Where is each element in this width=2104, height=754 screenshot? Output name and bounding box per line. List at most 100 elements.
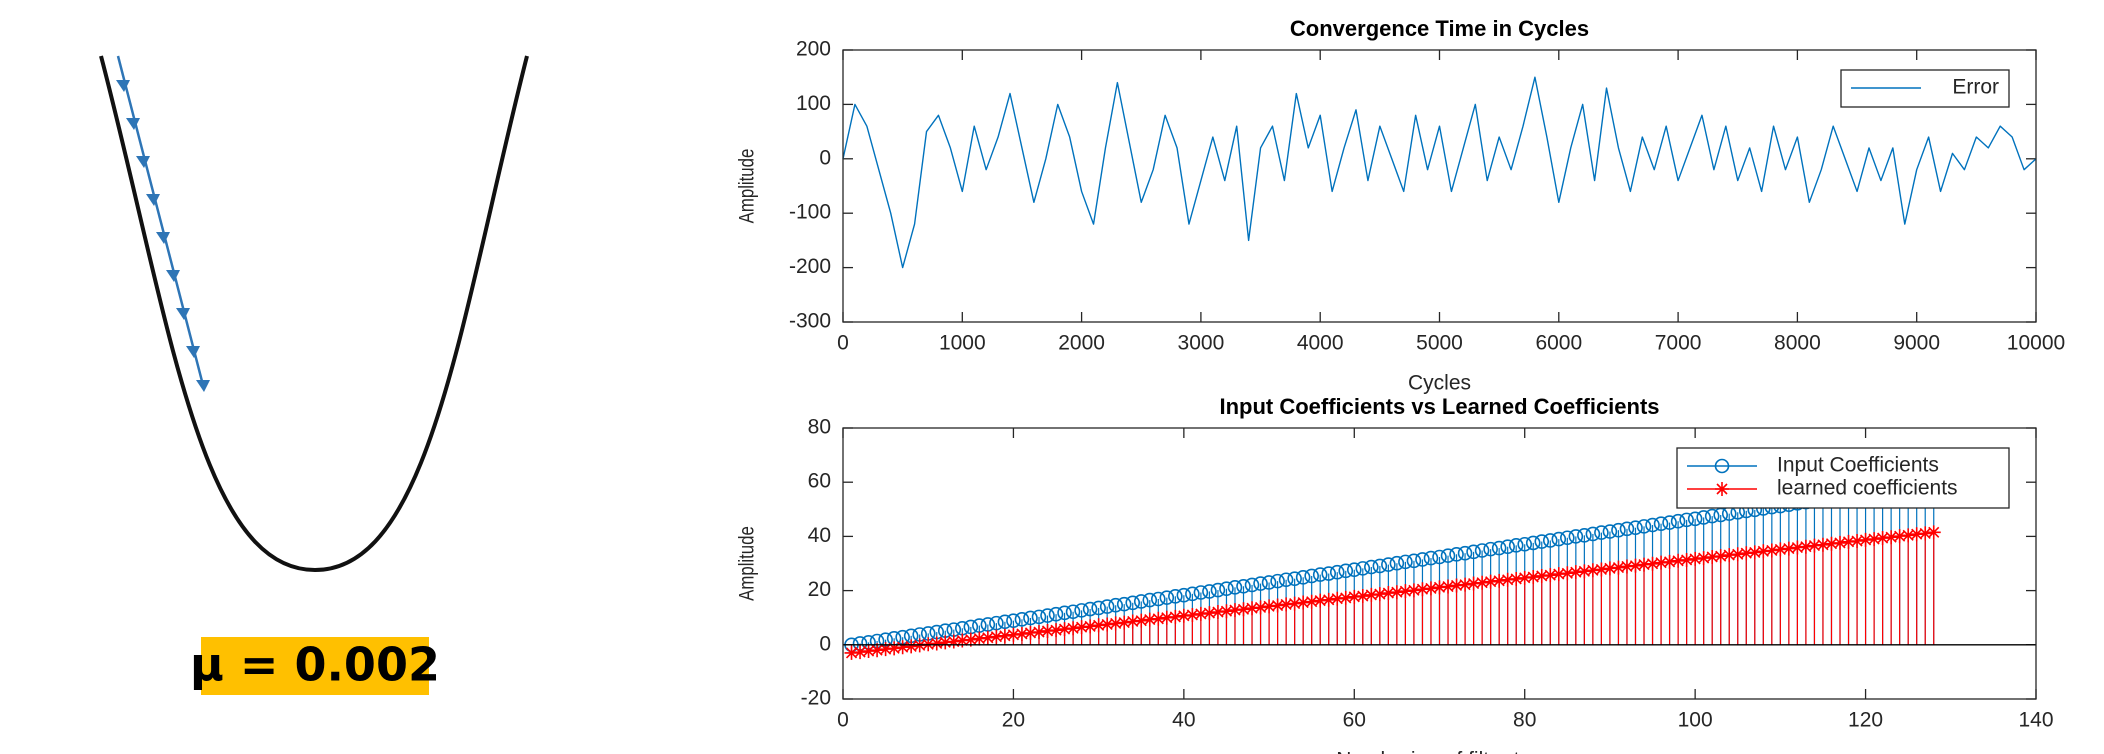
y-tick-label: -200 [789,255,831,278]
stem [1219,604,1234,645]
y-tick-label: 0 [819,146,831,169]
marker [1449,578,1464,593]
marker [1227,603,1242,618]
stem [1441,579,1456,645]
marker [853,645,868,660]
stem [1142,612,1157,645]
stem [1619,559,1634,645]
stem [1807,538,1822,645]
marker [1108,616,1123,631]
marker [1159,590,1175,605]
marker [1040,623,1055,638]
marker [1781,541,1796,556]
stem [1321,592,1336,645]
stem [1159,610,1174,645]
x-tick-label: 140 [2018,709,2053,732]
marker [1048,606,1064,622]
marker [1142,592,1158,608]
stem [1313,593,1328,645]
stem [1193,606,1208,645]
marker [1168,609,1183,624]
marker [997,628,1012,643]
marker [1619,521,1635,537]
marker [1279,597,1294,612]
marker [1066,621,1081,636]
stem [1057,622,1072,645]
stem [1091,618,1106,645]
marker [1653,516,1669,531]
marker [1210,582,1226,598]
marker [1628,520,1643,536]
stem [1858,532,1873,645]
stem [1074,620,1089,645]
marker [1901,528,1916,543]
stem [1637,557,1652,645]
marker [1662,554,1677,569]
marker [1262,599,1277,614]
stem [1815,537,1830,645]
marker [1057,605,1072,621]
x-tick-label: 0 [837,332,849,355]
stem [1185,607,1200,645]
stem [1296,595,1311,645]
marker [1715,482,1729,496]
stem [1245,601,1260,645]
marker [1457,545,1473,561]
marker [1696,551,1711,566]
marker [1125,614,1140,629]
stem [1543,568,1558,645]
stem [1833,535,1848,645]
marker [1594,525,1609,540]
chart: Convergence Time in Cycles Cycles Amplitud… [736,16,2065,395]
marker [1150,591,1166,607]
marker [938,635,953,650]
stem [1867,532,1882,645]
marker [1176,608,1191,623]
marker [1219,581,1234,597]
marker [1560,566,1575,581]
y-tick-label: 80 [808,416,831,439]
marker [1381,586,1396,601]
stem [1330,591,1345,645]
stem [963,632,978,647]
y-tick-label: 0 [819,632,831,655]
stem [1364,587,1379,645]
stem [1526,570,1541,645]
marker [1833,535,1848,550]
marker [1125,595,1141,611]
marker [1790,540,1805,555]
stem [1108,616,1123,645]
stem [1662,554,1677,645]
marker [1083,619,1098,634]
marker [1500,572,1515,587]
marker [1739,546,1754,561]
stem [989,629,1004,645]
legend-box [1676,447,2010,509]
mu-box [201,637,429,695]
marker [1474,543,1490,558]
marker [1756,544,1771,559]
stem [1756,544,1771,645]
stem [1773,542,1788,645]
marker [946,634,961,649]
stem [1560,566,1575,645]
stem [1236,602,1251,645]
gradient-diagram: μ = 0.002 [99,55,529,695]
stem [980,630,995,645]
stem [1151,611,1166,645]
marker [1185,607,1200,622]
marker [1219,604,1234,619]
marker [1210,605,1225,620]
marker [1815,537,1830,552]
stem [1517,570,1532,645]
stem [870,643,885,658]
stem [1602,561,1617,645]
marker [887,641,902,656]
stem [1406,583,1421,645]
marker [1236,578,1251,594]
marker [955,633,970,648]
marker [1185,586,1200,602]
marker [1449,546,1464,562]
stem [1466,576,1481,645]
stem [1645,556,1660,645]
